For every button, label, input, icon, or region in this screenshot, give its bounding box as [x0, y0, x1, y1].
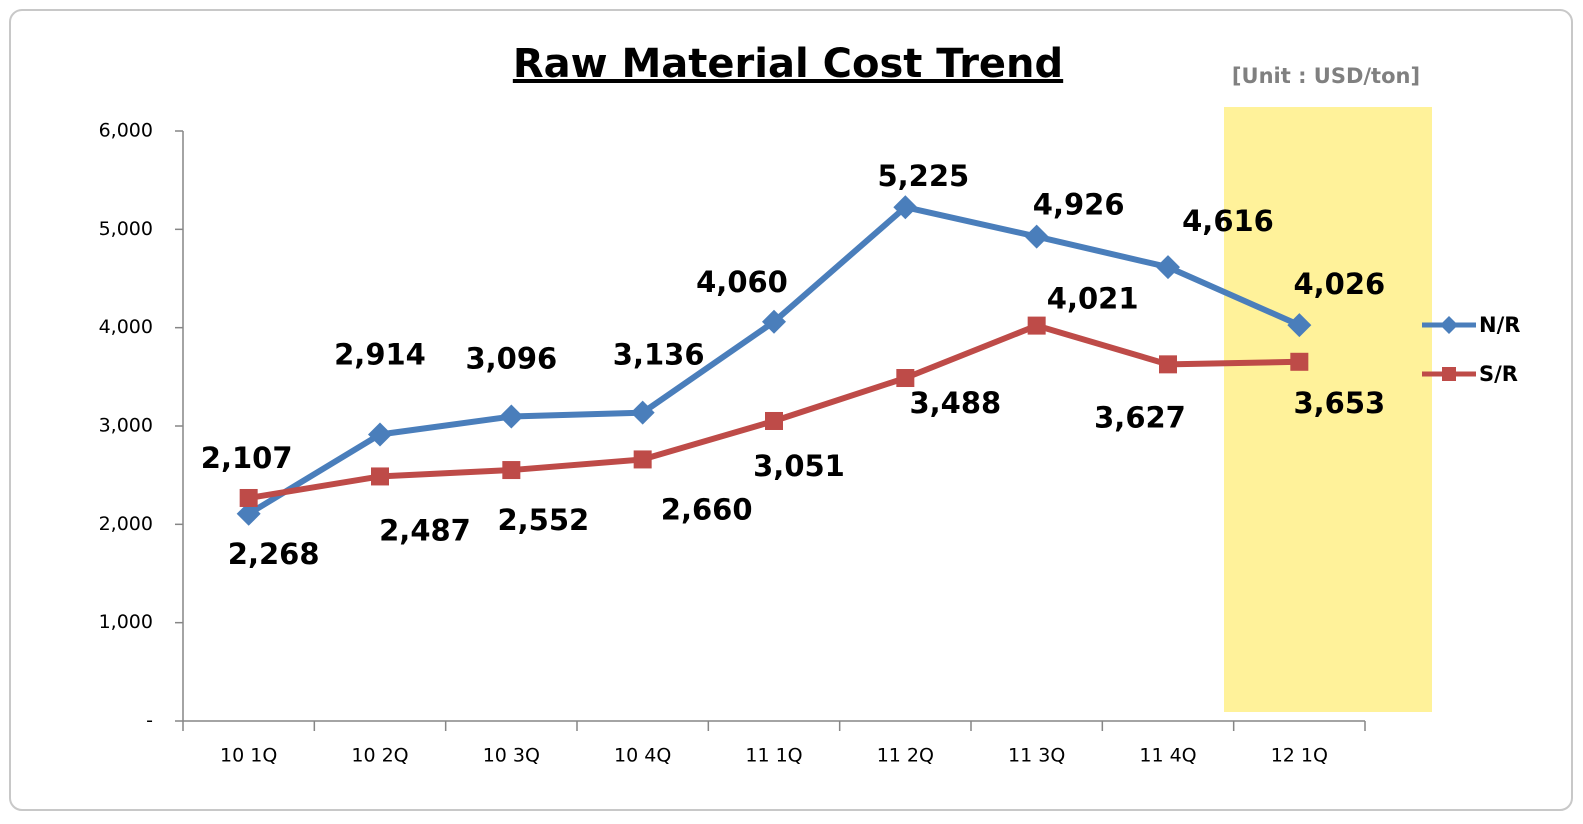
x-tick-label: 10 3Q — [483, 745, 540, 767]
data-label: 3,653 — [1293, 386, 1385, 420]
marker — [762, 309, 786, 334]
legend-label: S/R — [1479, 362, 1518, 386]
data-label: 2,268 — [228, 537, 320, 571]
marker — [236, 501, 261, 526]
x-tick-label: 11 3Q — [1008, 745, 1065, 767]
data-label: 4,026 — [1293, 267, 1385, 301]
marker — [1156, 255, 1180, 280]
marker — [499, 404, 524, 429]
marker — [239, 488, 258, 507]
unit-annotation: [Unit : USD/ton] — [1232, 64, 1420, 88]
marker — [371, 467, 389, 486]
legend-marker — [1442, 367, 1456, 381]
data-label: 3,096 — [465, 342, 557, 376]
y-tick-label: 2,000 — [99, 513, 153, 535]
data-label: 4,021 — [1047, 282, 1139, 316]
data-label: 2,552 — [497, 503, 589, 537]
data-label: 2,487 — [379, 513, 471, 547]
marker — [368, 422, 392, 447]
data-label: 2,660 — [661, 492, 753, 526]
data-label: 5,225 — [877, 159, 969, 193]
legend-label: N/R — [1479, 313, 1520, 337]
marker — [1159, 355, 1177, 374]
marker — [630, 400, 655, 425]
data-label: 2,107 — [201, 441, 293, 475]
y-tick-label: 3,000 — [99, 415, 153, 437]
data-label: 3,051 — [753, 449, 845, 483]
chart-frame — [9, 9, 1573, 811]
highlight-box — [1224, 107, 1432, 712]
legend-marker — [1440, 316, 1458, 334]
y-tick-label: 1,000 — [99, 611, 153, 633]
marker — [633, 450, 652, 469]
x-tick-label: 11 4Q — [1139, 745, 1196, 767]
marker — [765, 411, 783, 430]
y-tick-label: 4,000 — [99, 316, 153, 338]
x-tick-label: 11 1Q — [745, 745, 802, 767]
data-label: 3,627 — [1094, 400, 1186, 434]
y-tick-label: 6,000 — [99, 120, 153, 142]
marker — [896, 369, 915, 388]
x-tick-label: 10 4Q — [614, 745, 671, 767]
x-tick-label: 10 1Q — [220, 745, 277, 767]
data-label: 4,616 — [1182, 204, 1274, 238]
x-tick-label: 12 1Q — [1271, 745, 1328, 767]
x-tick-label: 11 2Q — [877, 745, 934, 767]
y-tick-label: 5,000 — [99, 218, 153, 240]
data-label: 4,060 — [696, 265, 788, 299]
chart-title: Raw Material Cost Trend — [513, 41, 1063, 87]
data-label: 3,488 — [909, 386, 1001, 420]
data-label: 4,926 — [1033, 188, 1125, 222]
marker — [1287, 313, 1312, 338]
marker — [893, 195, 918, 220]
marker — [1027, 316, 1046, 335]
x-tick-label: 10 2Q — [351, 745, 408, 767]
y-tick-label: - — [146, 710, 153, 732]
data-label: 3,136 — [613, 338, 705, 372]
marker — [1290, 352, 1309, 371]
data-label: 2,914 — [334, 337, 426, 371]
marker — [1024, 224, 1049, 249]
marker — [502, 461, 521, 480]
